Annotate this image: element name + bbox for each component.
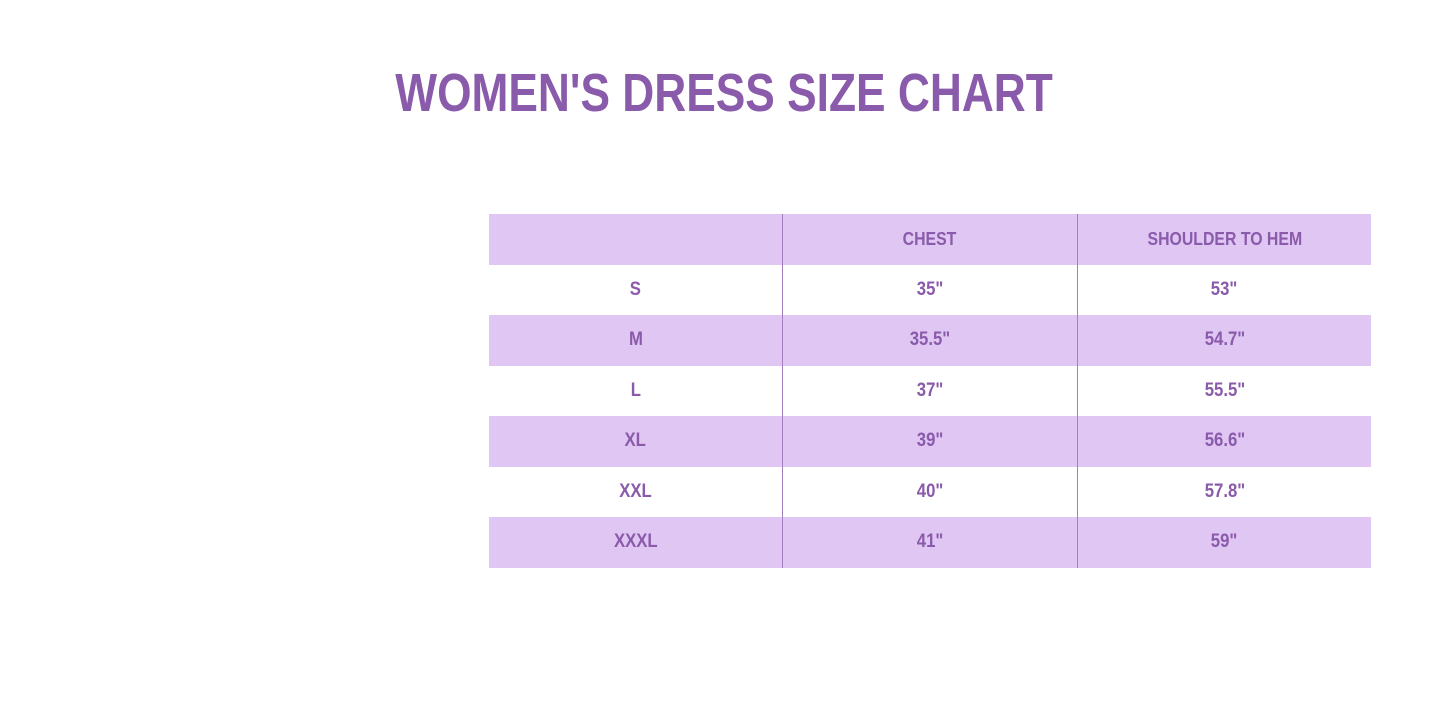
table-row: XL 39" 56.6" bbox=[489, 416, 1371, 467]
page-title: WOMEN'S DRESS SIZE CHART bbox=[395, 63, 1053, 123]
chest-cell: 37" bbox=[782, 365, 1078, 416]
length-cell: 56.6" bbox=[1204, 430, 1245, 452]
table-row: L 37" 55.5" bbox=[489, 365, 1371, 416]
table-row: S 35" 53" bbox=[489, 264, 1371, 315]
length-cell: 53" bbox=[1211, 278, 1238, 300]
table-row: XXXL 41" 59" bbox=[489, 517, 1371, 568]
table-header-row: CHEST SHOULDER TO HEM bbox=[489, 214, 1371, 265]
size-cell: XXL bbox=[619, 480, 652, 502]
length-cell: 59" bbox=[1211, 531, 1238, 553]
chest-cell: 35" bbox=[782, 264, 1078, 315]
size-cell: L bbox=[630, 379, 641, 401]
chest-cell: 39" bbox=[782, 416, 1078, 467]
header-chest: CHEST bbox=[782, 214, 1078, 265]
size-cell: XXXL bbox=[613, 531, 658, 553]
size-chart-table: CHEST SHOULDER TO HEM S 35" 53" M 35.5" … bbox=[489, 214, 1371, 568]
length-cell: 54.7" bbox=[1204, 329, 1245, 351]
chest-cell: 35.5" bbox=[782, 315, 1078, 366]
table-row: XXL 40" 57.8" bbox=[489, 466, 1371, 517]
size-cell: XL bbox=[624, 430, 647, 452]
table-row: M 35.5" 54.7" bbox=[489, 315, 1371, 366]
chest-cell: 41" bbox=[782, 517, 1078, 568]
chest-cell: 40" bbox=[782, 466, 1078, 517]
length-cell: 57.8" bbox=[1204, 480, 1245, 502]
size-cell: S bbox=[629, 278, 642, 300]
header-shoulder-to-hem: SHOULDER TO HEM bbox=[1147, 228, 1302, 249]
size-cell: M bbox=[628, 329, 643, 351]
header-size bbox=[489, 214, 783, 265]
length-cell: 55.5" bbox=[1204, 379, 1245, 401]
